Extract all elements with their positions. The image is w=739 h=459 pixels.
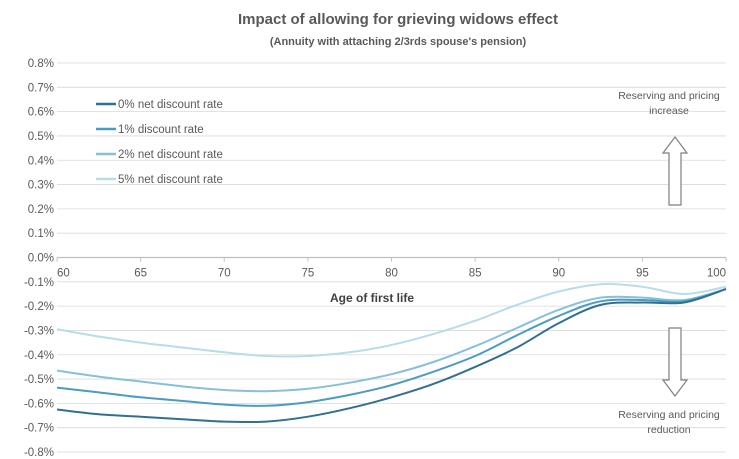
series-line: [56, 288, 727, 407]
x-tick-label: 75: [301, 268, 314, 280]
y-tick-label: -0.6%: [24, 398, 54, 410]
y-tick-label: -0.2%: [24, 301, 54, 313]
y-axis-tick-labels: 0.8% 0.7% 0.6% 0.5% 0.4% 0.3% 0.2% 0.1% 0.0% -0.1…: [24, 58, 54, 459]
y-tick-label: -0.7%: [24, 423, 54, 435]
y-tick-label: -0.5%: [24, 374, 54, 386]
chart-title: Impact of allowing for grieving widows e…: [238, 11, 558, 28]
y-tick-label: 0.7%: [28, 82, 54, 94]
y-tick-label: 0.6%: [28, 107, 54, 119]
x-tick-label: 95: [636, 268, 649, 280]
y-tick-label: -0.3%: [24, 325, 54, 337]
y-tick-label: 0.3%: [28, 180, 54, 192]
legend-label: 1% discount rate: [118, 124, 204, 136]
annotation-increase: Reserving and pricing increase: [618, 90, 720, 206]
arrow-up-icon: [661, 136, 689, 206]
series-line: [56, 288, 727, 424]
y-tick-label: 0.2%: [28, 204, 54, 216]
annotation-increase-line-2: increase: [649, 105, 689, 117]
annotation-increase-line-1: Reserving and pricing: [618, 90, 720, 102]
legend-label: 2% net discount rate: [118, 149, 223, 161]
x-axis-label: Age of first life: [330, 291, 414, 305]
y-tick-label: 0.8%: [28, 58, 54, 70]
x-tick-label: 60: [57, 268, 70, 280]
y-tick-label: -0.8%: [24, 447, 54, 459]
y-tick-label: 0.5%: [28, 131, 54, 143]
annotation-reduction: Reserving and pricing reduction: [618, 327, 720, 436]
x-tick-label: 100: [707, 268, 726, 280]
legend: 0% net discount rate 1% discount rate 2% n…: [96, 99, 223, 186]
y-tick-label: -0.1%: [24, 277, 54, 289]
x-tick-label: 90: [552, 268, 565, 280]
chart-subtitle: (Annuity with attaching 2/3rds spouse's …: [270, 36, 527, 48]
series-line: [56, 288, 727, 393]
y-tick-label: 0.1%: [28, 228, 54, 240]
x-axis-tick-labels: 60 65 70 75 80 85 90 95 100: [56, 257, 727, 280]
gridlines: [57, 62, 726, 453]
legend-label: 0% net discount rate: [118, 99, 223, 111]
y-tick-label: 0.4%: [28, 155, 54, 167]
x-tick-label: 85: [469, 268, 482, 280]
x-tick-label: 80: [385, 268, 398, 280]
y-tick-label: 0.0%: [28, 253, 54, 265]
x-tick-label: 65: [134, 268, 147, 280]
annotation-reduction-line-1: Reserving and pricing: [618, 409, 720, 421]
series-lines: [56, 283, 727, 424]
x-tick-label: 70: [218, 268, 231, 280]
legend-label: 5% net discount rate: [118, 174, 223, 186]
arrow-down-icon: [661, 327, 689, 397]
annotation-reduction-line-2: reduction: [647, 424, 690, 436]
y-tick-label: -0.4%: [24, 350, 54, 362]
series-line: [56, 283, 727, 358]
